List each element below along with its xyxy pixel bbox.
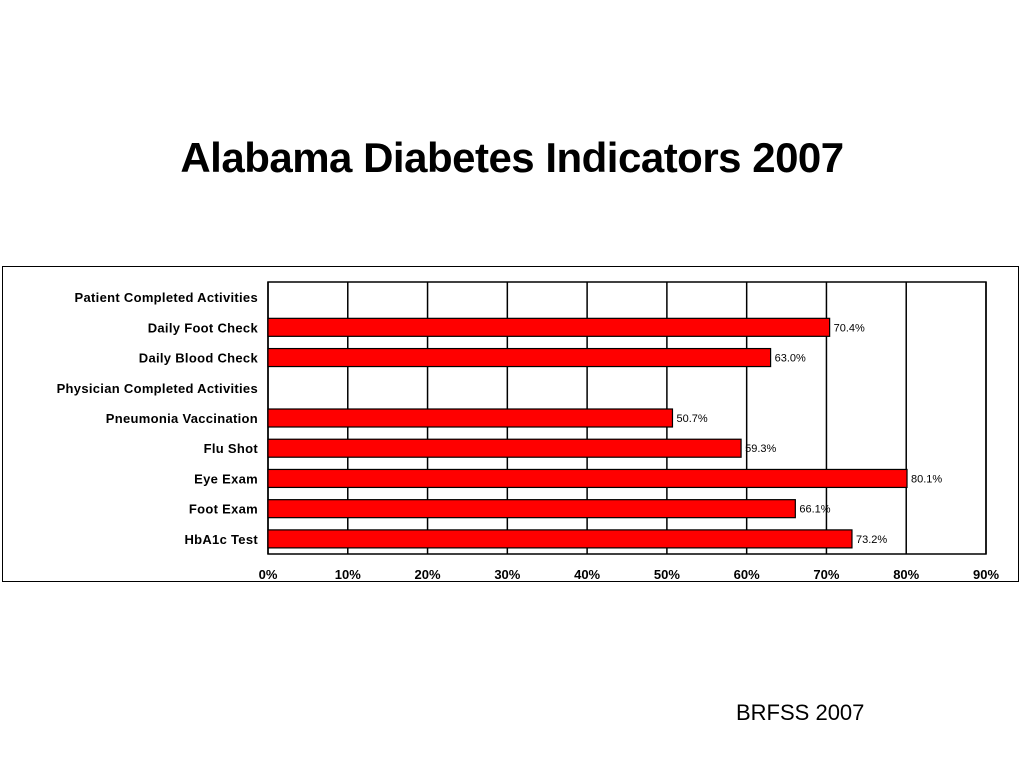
category-label: Pneumonia Vaccination — [106, 411, 258, 426]
x-tick-label: 20% — [415, 567, 441, 582]
value-label: 70.4% — [834, 322, 865, 334]
x-tick-label: 90% — [973, 567, 999, 582]
value-label: 63.0% — [775, 353, 806, 365]
category-label: Patient Completed Activities — [75, 290, 258, 305]
bar — [267, 499, 796, 519]
category-label: Flu Shot — [204, 441, 259, 456]
value-labels: 70.4% 63.0% 50.7% 59.3% 80.1% 66.1% 73.2% — [676, 322, 942, 546]
x-tick-label: 80% — [893, 567, 919, 582]
value-label: 50.7% — [676, 413, 707, 425]
x-tick-label: 10% — [335, 567, 361, 582]
bar — [267, 438, 742, 458]
x-tick-label: 60% — [734, 567, 760, 582]
value-label: 66.1% — [799, 504, 830, 516]
x-tick-labels: 0% 10% 20% 30% 40% 50% 60% 70% 80% 90% — [259, 567, 1000, 582]
bar — [267, 317, 831, 337]
category-label: Physician Completed Activities — [57, 381, 258, 396]
bar — [267, 408, 674, 428]
category-label: Daily Foot Check — [148, 320, 259, 335]
bar — [267, 468, 908, 489]
category-label: Eye Exam — [194, 471, 258, 486]
category-labels: Patient Completed Activities Daily Foot C… — [57, 290, 259, 547]
x-tick-label: 70% — [813, 567, 839, 582]
slide-title: Alabama Diabetes Indicators 2007 — [180, 134, 844, 181]
value-label: 59.3% — [745, 443, 776, 455]
source-note: BRFSS 2007 — [736, 700, 865, 725]
value-label: 80.1% — [911, 473, 942, 485]
x-tick-label: 30% — [494, 567, 520, 582]
x-tick-label: 50% — [654, 567, 680, 582]
bars — [267, 317, 908, 549]
x-tick-label: 40% — [574, 567, 600, 582]
bar — [267, 529, 853, 549]
category-label: HbA1c Test — [184, 532, 258, 547]
category-label: Foot Exam — [189, 502, 258, 517]
value-label: 73.2% — [856, 534, 887, 546]
bar — [267, 347, 772, 368]
x-tick-label: 0% — [259, 567, 278, 582]
category-label: Daily Blood Check — [139, 351, 259, 366]
